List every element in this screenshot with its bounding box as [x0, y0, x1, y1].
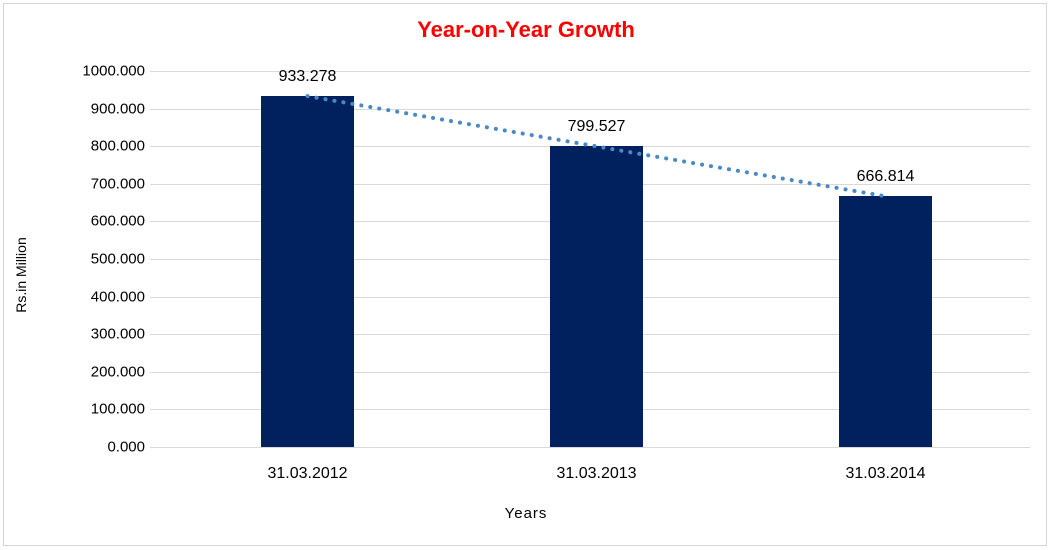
y-axis-tick-mark: [150, 296, 158, 298]
gridline: [158, 447, 1030, 448]
y-axis-title: Rs.in Million: [13, 237, 29, 313]
y-axis-tick-mark: [150, 108, 158, 110]
y-axis-tick-mark: [150, 146, 158, 148]
y-axis-tick-label: 700.000: [90, 175, 145, 193]
y-axis-tick-mark: [150, 71, 158, 72]
y-axis-tick-mark: [150, 183, 158, 185]
y-axis-tick-label: 400.000: [90, 288, 145, 306]
chart-title: Year-on-Year Growth: [417, 17, 635, 42]
y-axis-tick-mark: [150, 409, 158, 411]
x-axis-title: Years: [504, 505, 548, 522]
y-axis-tick-label: 1000.000: [82, 62, 145, 80]
bar-value-label: 799.527: [567, 118, 626, 136]
bar[interactable]: [550, 146, 643, 447]
y-axis-tick-mark: [150, 259, 158, 260]
y-axis-tick-label: 100.000: [90, 400, 145, 418]
bar[interactable]: [839, 196, 932, 447]
bar-value-label: 666.814: [856, 168, 915, 186]
gridline: [158, 71, 1030, 72]
y-axis-tick-mark: [150, 334, 158, 336]
y-axis-tick-mark: [150, 447, 158, 448]
bar-value-label: 933.278: [278, 68, 337, 86]
y-axis-tick-label: 900.000: [90, 100, 145, 118]
y-axis-tick-mark: [150, 371, 158, 373]
y-axis-tick-label: 600.000: [90, 212, 145, 230]
y-axis: 1000.000 900.000 800.000 700.000 600.000 500.…: [0, 0, 158, 550]
y-axis-tick-label: 800.000: [90, 137, 145, 155]
bar[interactable]: [261, 96, 354, 447]
y-axis-tick-mark: [150, 221, 158, 223]
y-axis-tick-label: 500.000: [90, 250, 145, 268]
y-axis-tick-label: 200.000: [90, 363, 145, 381]
x-axis-tick-label: 31.03.2013: [556, 465, 637, 482]
y-axis-tick-label: 300.000: [90, 325, 145, 343]
y-axis-tick-label: 0.000: [107, 438, 145, 456]
x-axis-tick-label: 31.03.2012: [267, 465, 348, 482]
x-axis-tick-label: 31.03.2014: [845, 465, 926, 482]
